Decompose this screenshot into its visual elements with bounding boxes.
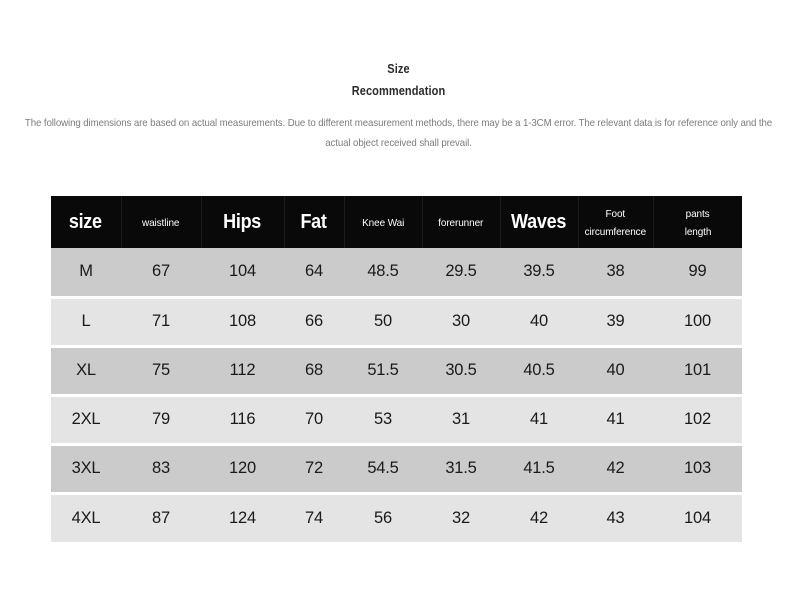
page-title: Size Recommendation xyxy=(0,58,797,102)
cell-waves: 41 xyxy=(500,395,578,446)
column-header-waistline: waistline xyxy=(121,196,202,248)
cell-waves: 42 xyxy=(530,508,548,527)
cell-foot-circumference: 42 xyxy=(578,444,653,495)
cell-waistline: 71 xyxy=(121,297,201,348)
cell-waves: 41.5 xyxy=(500,444,578,495)
column-header-foot-circumference: Foot circumference xyxy=(578,196,654,248)
cell-waves: 40 xyxy=(500,297,578,348)
column-header-fat: Fat xyxy=(284,196,345,248)
cell-knee-wai: 50 xyxy=(344,297,422,348)
cell-size: 3XL xyxy=(51,444,121,495)
table-row: XL 75 112 68 51.5 30.5 40.5 40 101 xyxy=(51,346,742,397)
cell-fat: 68 xyxy=(284,346,344,397)
column-header-hips: Hips xyxy=(201,196,285,248)
column-header-foot-circumference-line-2: circumference xyxy=(584,226,647,238)
cell-pants-length: 102 xyxy=(653,395,742,446)
column-header-knee-wai-label: Knee Wai xyxy=(361,217,405,230)
cell-hips: 116 xyxy=(201,395,284,446)
cell-size: 4XL xyxy=(71,508,101,527)
cell-waistline: 83 xyxy=(121,444,201,495)
cell-pants-length: 104 xyxy=(684,508,711,527)
cell-hips: 104 xyxy=(201,248,284,299)
cell-knee-wai: 54.5 xyxy=(344,444,422,495)
cell-hips: 124 xyxy=(229,508,256,527)
cell-fat: 70 xyxy=(284,395,344,446)
cell-waistline: 87 xyxy=(152,508,170,527)
column-header-size-label: size xyxy=(69,210,103,233)
cell-size: XL xyxy=(51,346,121,397)
cell-forerunner: 32 xyxy=(452,508,470,527)
table-header-row: size waistline Hips Fat Knee Wai forerun… xyxy=(51,196,742,248)
column-header-foot-circumference-line-1: Foot xyxy=(605,208,626,221)
cell-pants-length: 101 xyxy=(653,346,742,397)
cell-foot-circumference: 43 xyxy=(606,508,625,527)
cell-hips: 112 xyxy=(201,346,284,397)
table-row: L 71 108 66 50 30 40 39 100 xyxy=(51,297,742,348)
column-header-waistline-label: waistline xyxy=(142,217,180,230)
cell-pants-length: 99 xyxy=(653,248,742,299)
cell-hips: 108 xyxy=(201,297,284,348)
cell-fat: 72 xyxy=(284,444,344,495)
cell-foot-circumference: 39 xyxy=(578,297,653,348)
column-header-forerunner: forerunner xyxy=(422,196,501,248)
cell-knee-wai: 51.5 xyxy=(344,346,422,397)
cell-waistline: 67 xyxy=(121,248,201,299)
column-header-knee-wai: Knee Wai xyxy=(344,196,423,248)
cell-fat: 66 xyxy=(284,297,344,348)
cell-waves: 39.5 xyxy=(500,248,578,299)
cell-waistline: 75 xyxy=(121,346,201,397)
cell-size: L xyxy=(51,297,121,348)
cell-knee-wai: 53 xyxy=(344,395,422,446)
cell-knee-wai: 56 xyxy=(374,508,392,527)
cell-forerunner: 30 xyxy=(422,297,500,348)
column-header-pants-length-line-1: pants xyxy=(685,208,710,221)
size-chart-table: size waistline Hips Fat Knee Wai forerun… xyxy=(51,196,742,542)
cell-size: M xyxy=(51,248,121,299)
cell-waistline: 79 xyxy=(121,395,201,446)
cell-foot-circumference: 41 xyxy=(578,395,653,446)
cell-size: 2XL xyxy=(51,395,121,446)
column-header-waves-label: Waves xyxy=(511,210,567,233)
page-title-line-1: Size xyxy=(387,62,410,76)
table-row: 2XL 79 116 70 53 31 41 41 102 xyxy=(51,395,742,446)
column-header-pants-length: pants length xyxy=(653,196,742,248)
cell-foot-circumference: 38 xyxy=(578,248,653,299)
column-header-forerunner-label: forerunner xyxy=(438,217,484,230)
cell-fat: 74 xyxy=(305,508,323,527)
cell-waves: 40.5 xyxy=(500,346,578,397)
page-title-line-2: Recommendation xyxy=(351,84,446,98)
table-row: 4XL 87 124 74 56 32 42 43 104 xyxy=(51,493,742,542)
column-header-waves: Waves xyxy=(500,196,579,248)
cell-knee-wai: 48.5 xyxy=(344,248,422,299)
cell-forerunner: 30.5 xyxy=(422,346,500,397)
cell-pants-length: 103 xyxy=(653,444,742,495)
column-header-size: size xyxy=(51,196,122,248)
cell-fat: 64 xyxy=(284,248,344,299)
column-header-pants-length-line-2: length xyxy=(684,226,712,238)
cell-pants-length: 100 xyxy=(653,297,742,348)
cell-foot-circumference: 40 xyxy=(578,346,653,397)
cell-forerunner: 31.5 xyxy=(422,444,500,495)
cell-forerunner: 29.5 xyxy=(422,248,500,299)
measurement-disclaimer: The following dimensions are based on ac… xyxy=(24,118,773,149)
cell-hips: 120 xyxy=(201,444,284,495)
table-row: 3XL 83 120 72 54.5 31.5 41.5 42 103 xyxy=(51,444,742,495)
column-header-hips-label: Hips xyxy=(223,210,262,233)
cell-forerunner: 31 xyxy=(422,395,500,446)
table-row: M 67 104 64 48.5 29.5 39.5 38 99 xyxy=(51,248,742,299)
column-header-fat-label: Fat xyxy=(300,210,328,233)
